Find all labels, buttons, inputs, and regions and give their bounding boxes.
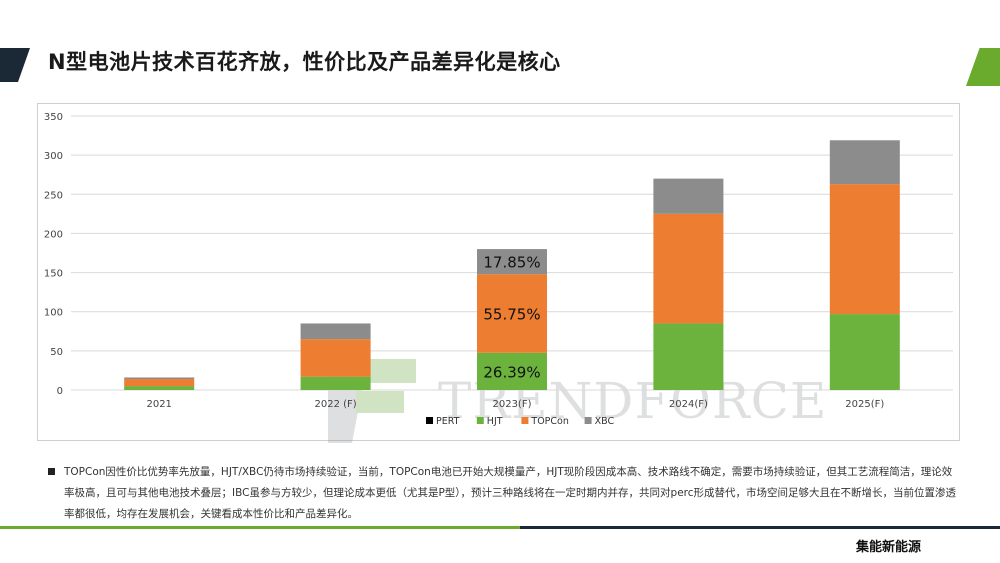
bar-topcon-segment xyxy=(477,274,547,353)
x-tick-label: 2021 xyxy=(146,399,171,410)
bar-xbc-segment xyxy=(653,178,724,214)
bullet-icon xyxy=(48,468,55,475)
x-tick-label: 2024(F) xyxy=(669,399,708,410)
y-tick-label: 100 xyxy=(44,308,63,319)
y-tick-label: 250 xyxy=(44,190,63,201)
x-tick-label: 2025(F) xyxy=(845,399,884,410)
y-tick-label: 0 xyxy=(57,386,63,397)
data-label: 55.75% xyxy=(483,305,540,323)
bar-xbc-segment xyxy=(829,140,900,185)
data-label: 17.85% xyxy=(483,254,540,272)
bar-xbc-segment xyxy=(124,377,195,380)
bar-topcon-segment xyxy=(300,339,371,377)
x-tick-label: 2023(F) xyxy=(492,399,531,410)
legend-label: PERT xyxy=(436,416,460,427)
y-tick-label: 150 xyxy=(44,269,63,280)
legend-swatch-hjt xyxy=(476,417,484,424)
footer-line-green xyxy=(0,526,520,529)
x-tick-label: 2022 (F) xyxy=(315,399,357,410)
bar-hjt-segment xyxy=(477,352,547,390)
bar-hjt-segment xyxy=(653,323,724,390)
bar-xbc-segment xyxy=(300,323,371,340)
y-tick-label: 50 xyxy=(50,347,63,358)
header-accent-dark xyxy=(0,48,30,82)
legend-label: HJT xyxy=(487,416,503,427)
legend-swatch-pert xyxy=(426,417,433,424)
bar-topcon-segment xyxy=(653,213,724,324)
brand-label: 集能新能源 xyxy=(856,540,922,555)
legend-label: TOPCon xyxy=(530,416,568,427)
note-paragraph: TOPCon因性价比优势率先放量，HJT/XBC仍待市场持续验证，当前，TOPC… xyxy=(48,462,958,525)
bar-topcon-segment xyxy=(124,379,195,387)
page-title: N型电池片技术百花齐放，性价比及产品差异化是核心 xyxy=(48,50,561,74)
bar-hjt-segment xyxy=(829,314,900,390)
header-accent-green xyxy=(966,48,1000,86)
legend-label: XBC xyxy=(595,416,615,427)
bar-hjt-segment xyxy=(300,376,371,390)
y-tick-label: 200 xyxy=(44,229,63,240)
data-label: 26.39% xyxy=(483,363,540,381)
chart-frame: TRENDFORCE 0 50 100 150 200 250 300 350 2021 2022… xyxy=(37,103,960,443)
bar-hjt-segment xyxy=(124,386,195,390)
stacked-bar-chart: 0 50 100 150 200 250 300 350 2021 2022 (F) 26.39% 5… xyxy=(44,112,953,427)
note-text: TOPCon因性价比优势率先放量，HJT/XBC仍待市场持续验证，当前，TOPC… xyxy=(64,466,957,520)
y-tick-label: 300 xyxy=(44,151,63,162)
bar-topcon-segment xyxy=(829,184,900,315)
bar-xbc-segment xyxy=(477,249,547,275)
y-tick-label: 350 xyxy=(44,112,63,123)
legend-swatch-xbc xyxy=(584,417,592,424)
legend-swatch-topcon xyxy=(521,417,529,424)
